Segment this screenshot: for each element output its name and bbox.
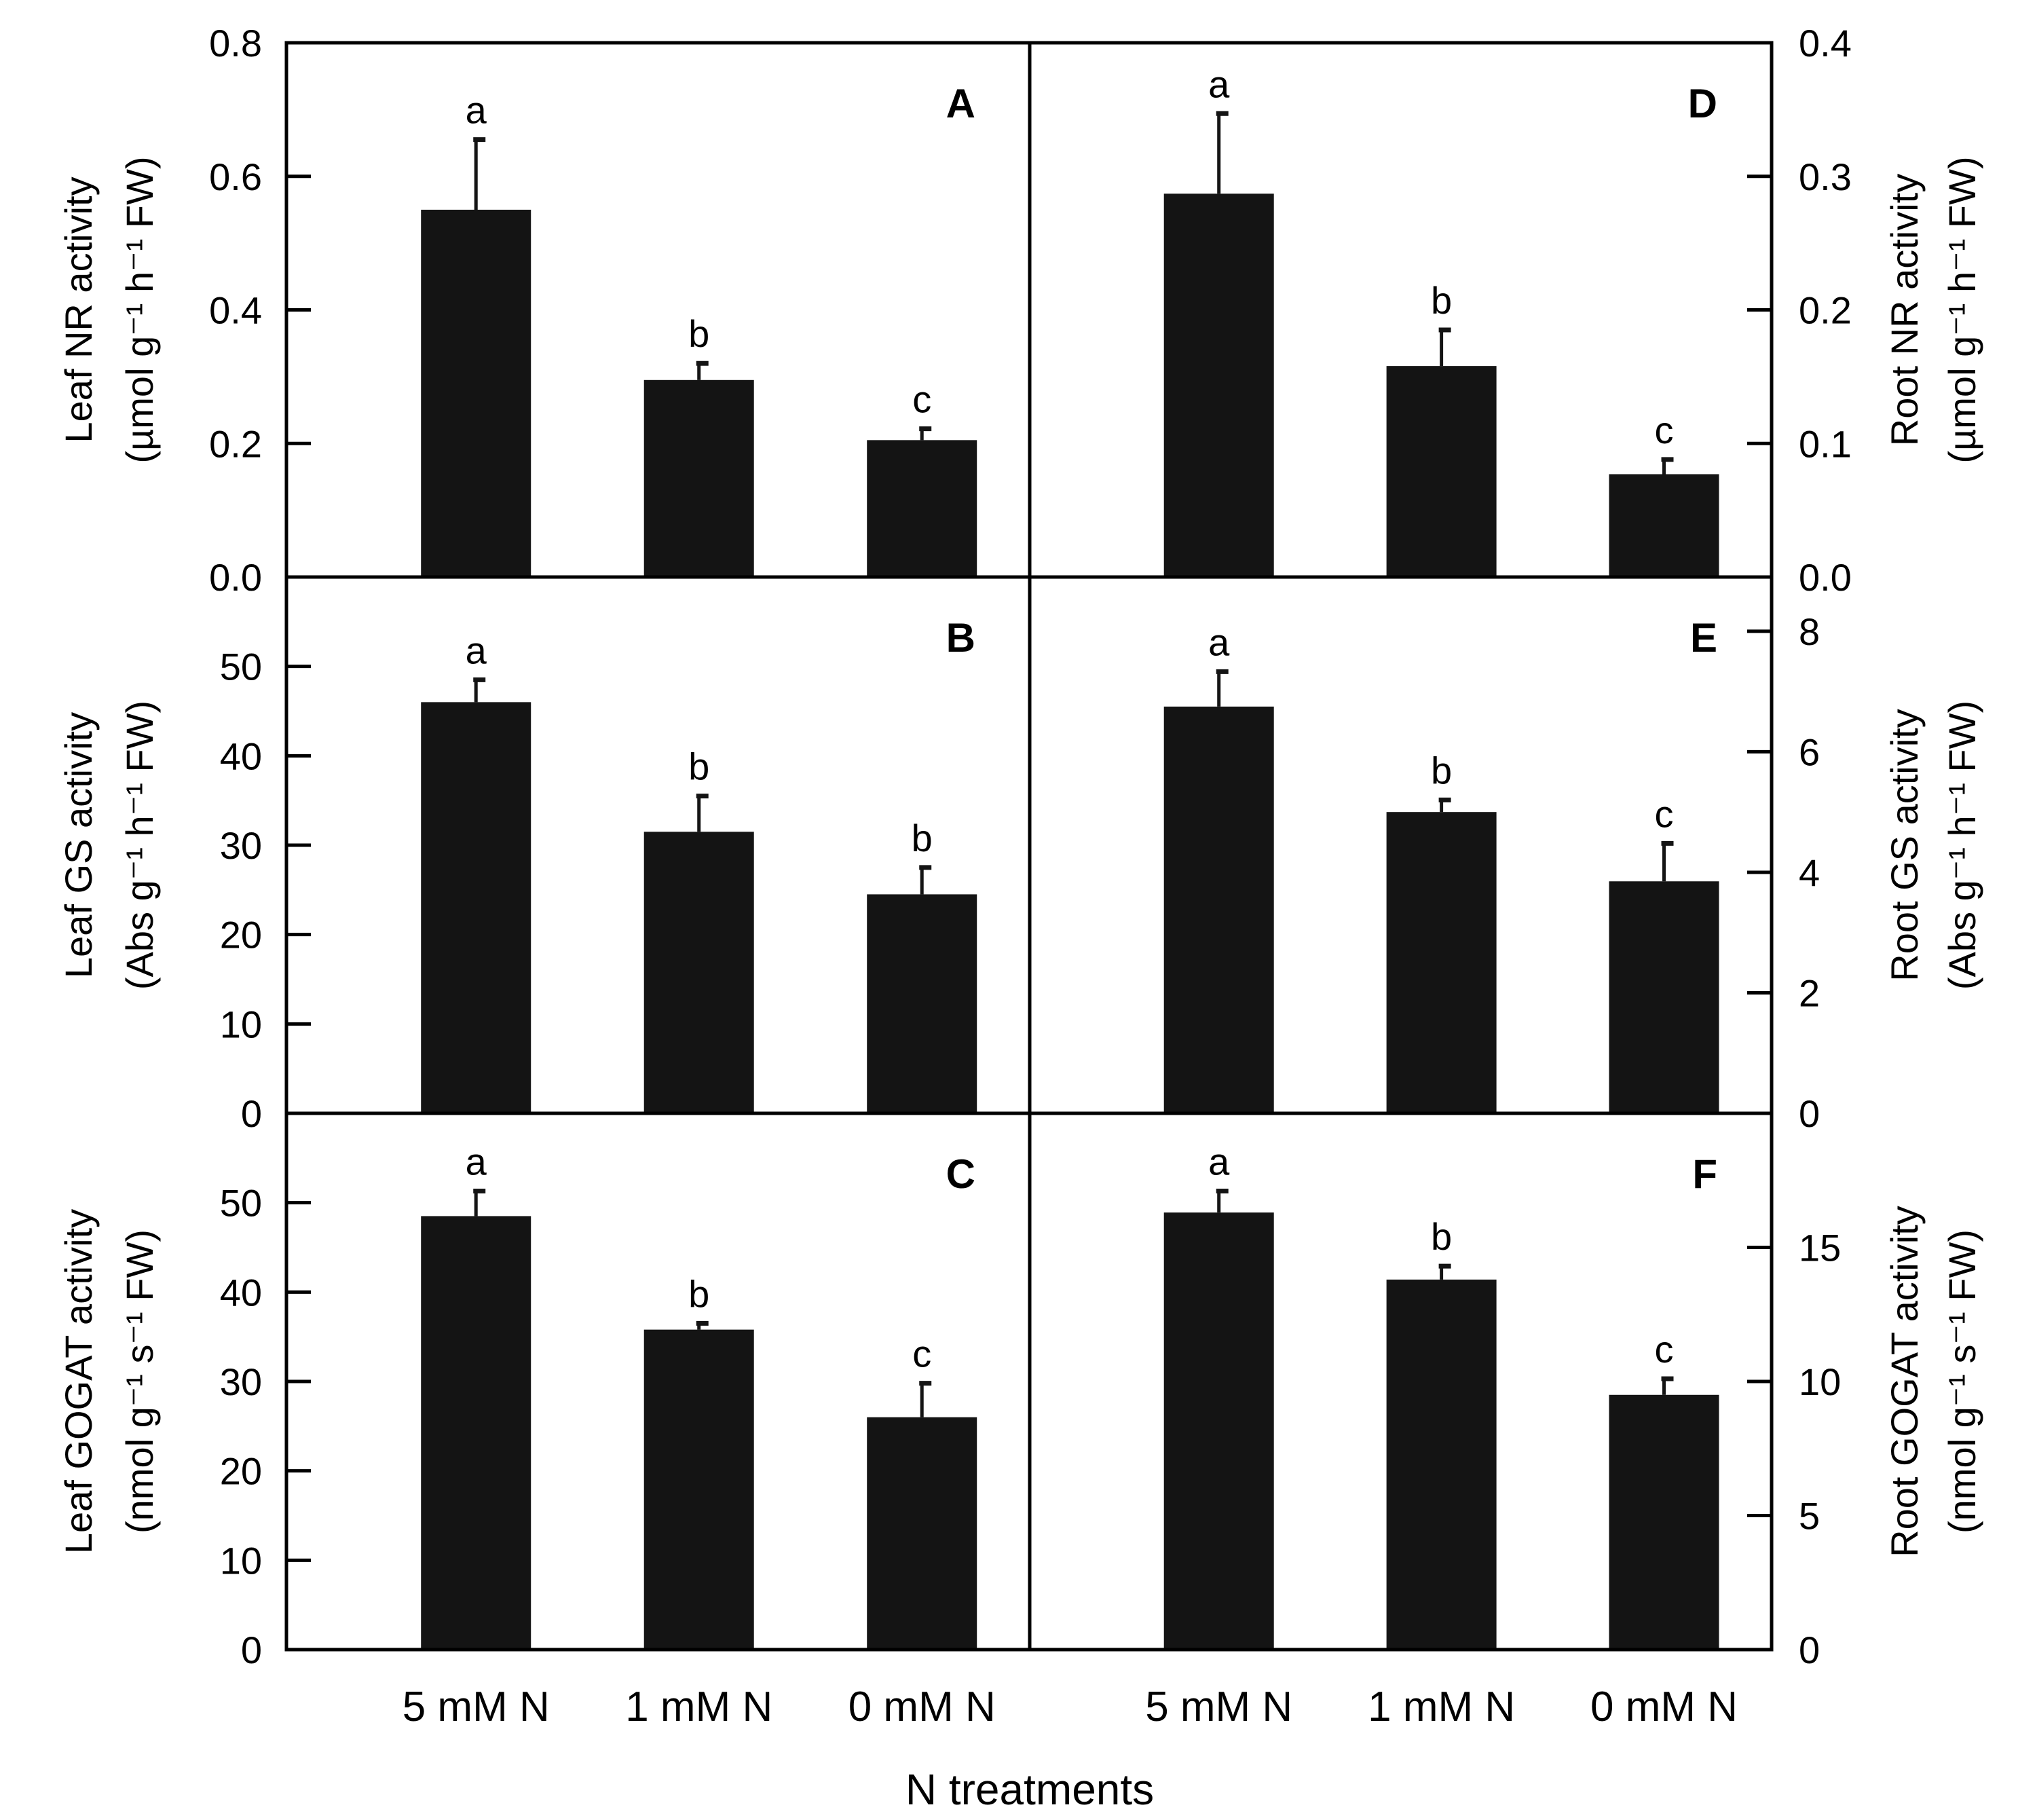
y-tick-label-b-1: 10 <box>220 1003 262 1045</box>
y-tick-label-a-3: 0.6 <box>209 155 262 198</box>
y-tick-label-f-3: 15 <box>1799 1227 1841 1269</box>
y-tick-label-b-3: 30 <box>220 824 262 867</box>
bar-a-3 <box>867 440 977 577</box>
y-axis-title-f: Root GOGAT activity <box>1883 1206 1926 1557</box>
bar-f-3 <box>1609 1394 1719 1650</box>
y-tick-label-a-2: 0.4 <box>209 289 262 332</box>
y-axis-title-d: Root NR activity <box>1883 174 1926 446</box>
y-axis-title-c: Leaf GOGAT activity <box>57 1209 100 1554</box>
y-axis-units-c: (nmol g⁻¹ s⁻¹ FW) <box>118 1229 161 1534</box>
y-tick-label-c-2: 20 <box>220 1450 262 1493</box>
y-tick-label-f-2: 10 <box>1799 1360 1841 1403</box>
bar-d-3 <box>1609 474 1719 577</box>
significance-letter-c-2: b <box>688 1272 709 1315</box>
panel-label-c: C <box>946 1151 975 1197</box>
y-tick-label-c-1: 10 <box>220 1539 262 1582</box>
text-layer: a b c 0.0 0.2 0.4 0.6 0.8 A Leaf NR activity (µmol… <box>57 22 1983 1814</box>
y-axis-title-a: Leaf NR activity <box>57 177 100 443</box>
y-tick-label-e-2: 4 <box>1799 851 1820 894</box>
bar-e-1 <box>1163 706 1274 1113</box>
bar-c-1 <box>421 1216 531 1650</box>
y-tick-label-b-5: 50 <box>220 646 262 688</box>
y-tick-label-f-1: 5 <box>1799 1495 1820 1538</box>
panel-label-e: E <box>1690 615 1717 661</box>
significance-letter-e-1: a <box>1208 620 1230 663</box>
significance-letter-a-2: b <box>688 312 709 355</box>
panel-label-d: D <box>1688 81 1717 126</box>
bar-e-2 <box>1386 812 1497 1113</box>
bar-b-3 <box>867 894 977 1113</box>
significance-letter-e-2: b <box>1431 749 1452 792</box>
significance-letter-b-1: a <box>466 629 487 671</box>
y-tick-label-f-0: 0 <box>1799 1629 1820 1671</box>
y-tick-label-c-4: 40 <box>220 1271 262 1314</box>
x-axis-title: N treatments <box>905 1765 1154 1814</box>
y-axis-title-b: Leaf GS activity <box>57 712 100 978</box>
y-tick-label-d-0: 0.0 <box>1799 556 1852 599</box>
bar-a-1 <box>421 209 531 577</box>
y-tick-label-b-4: 40 <box>220 735 262 777</box>
y-axis-units-e: (Abs g⁻¹ h⁻¹ FW) <box>1941 701 1983 990</box>
x-tick-label-right-2: 1 mM N <box>1368 1684 1515 1730</box>
bar-d-1 <box>1163 193 1274 577</box>
significance-letter-d-2: b <box>1431 279 1452 322</box>
y-tick-label-d-3: 0.3 <box>1799 155 1852 198</box>
y-tick-label-e-1: 2 <box>1799 971 1820 1014</box>
y-tick-label-d-1: 0.1 <box>1799 422 1852 465</box>
panel-label-a: A <box>946 81 975 126</box>
significance-letter-a-1: a <box>466 89 487 132</box>
bar-c-3 <box>867 1417 977 1650</box>
x-tick-label-left-1: 5 mM N <box>403 1684 550 1730</box>
significance-letter-d-3: c <box>1655 409 1674 451</box>
significance-letter-e-3: c <box>1655 792 1674 835</box>
y-tick-label-b-2: 20 <box>220 914 262 957</box>
y-tick-label-a-0: 0.0 <box>209 556 262 599</box>
significance-letter-b-3: b <box>912 817 933 859</box>
y-tick-label-c-3: 30 <box>220 1360 262 1403</box>
y-tick-label-b-0: 0 <box>241 1092 262 1135</box>
significance-letter-f-3: c <box>1655 1328 1674 1371</box>
bar-e-3 <box>1609 881 1719 1113</box>
y-axis-units-a: (µmol g⁻¹ h⁻¹ FW) <box>118 156 161 463</box>
bar-b-1 <box>421 702 531 1113</box>
y-tick-label-c-5: 50 <box>220 1182 262 1225</box>
y-tick-label-e-0: 0 <box>1799 1092 1820 1135</box>
y-tick-label-e-4: 8 <box>1799 610 1820 653</box>
significance-letter-f-2: b <box>1431 1215 1452 1258</box>
significance-letter-b-2: b <box>688 745 709 788</box>
significance-letter-c-1: a <box>466 1140 487 1183</box>
panel-label-f: F <box>1692 1151 1717 1197</box>
x-tick-label-right-1: 5 mM N <box>1145 1684 1292 1730</box>
bar-b-2 <box>643 832 754 1113</box>
bar-f-1 <box>1163 1212 1274 1650</box>
panel-frames <box>284 41 1774 1652</box>
y-tick-label-a-1: 0.2 <box>209 422 262 465</box>
x-tick-label-left-3: 0 mM N <box>848 1684 996 1730</box>
x-tick-label-left-2: 1 mM N <box>625 1684 772 1730</box>
x-tick-label-right-3: 0 mM N <box>1590 1684 1738 1730</box>
y-axis-units-b: (Abs g⁻¹ h⁻¹ FW) <box>118 701 161 990</box>
bar-c-2 <box>643 1329 754 1650</box>
y-axis-units-d: (µmol g⁻¹ h⁻¹ FW) <box>1941 156 1983 463</box>
bars-layer <box>421 111 1719 1650</box>
panel-label-b: B <box>946 615 975 661</box>
y-tick-label-c-0: 0 <box>241 1629 262 1671</box>
significance-letter-f-1: a <box>1208 1140 1230 1183</box>
y-axis-units-f: (nmol g⁻¹ s⁻¹ FW) <box>1941 1229 1983 1534</box>
y-tick-label-a-4: 0.8 <box>209 22 262 64</box>
bar-f-2 <box>1386 1279 1497 1650</box>
y-axis-title-e: Root GS activity <box>1883 709 1926 981</box>
significance-letter-d-1: a <box>1208 62 1230 105</box>
y-tick-label-e-3: 6 <box>1799 730 1820 773</box>
significance-letter-c-3: c <box>912 1333 931 1375</box>
bar-a-2 <box>643 379 754 577</box>
bar-d-2 <box>1386 366 1497 577</box>
panel-frame-f <box>1028 1111 1774 1652</box>
significance-letter-a-3: c <box>912 378 931 421</box>
y-tick-label-d-4: 0.4 <box>1799 22 1852 64</box>
y-tick-label-d-2: 0.2 <box>1799 289 1852 332</box>
